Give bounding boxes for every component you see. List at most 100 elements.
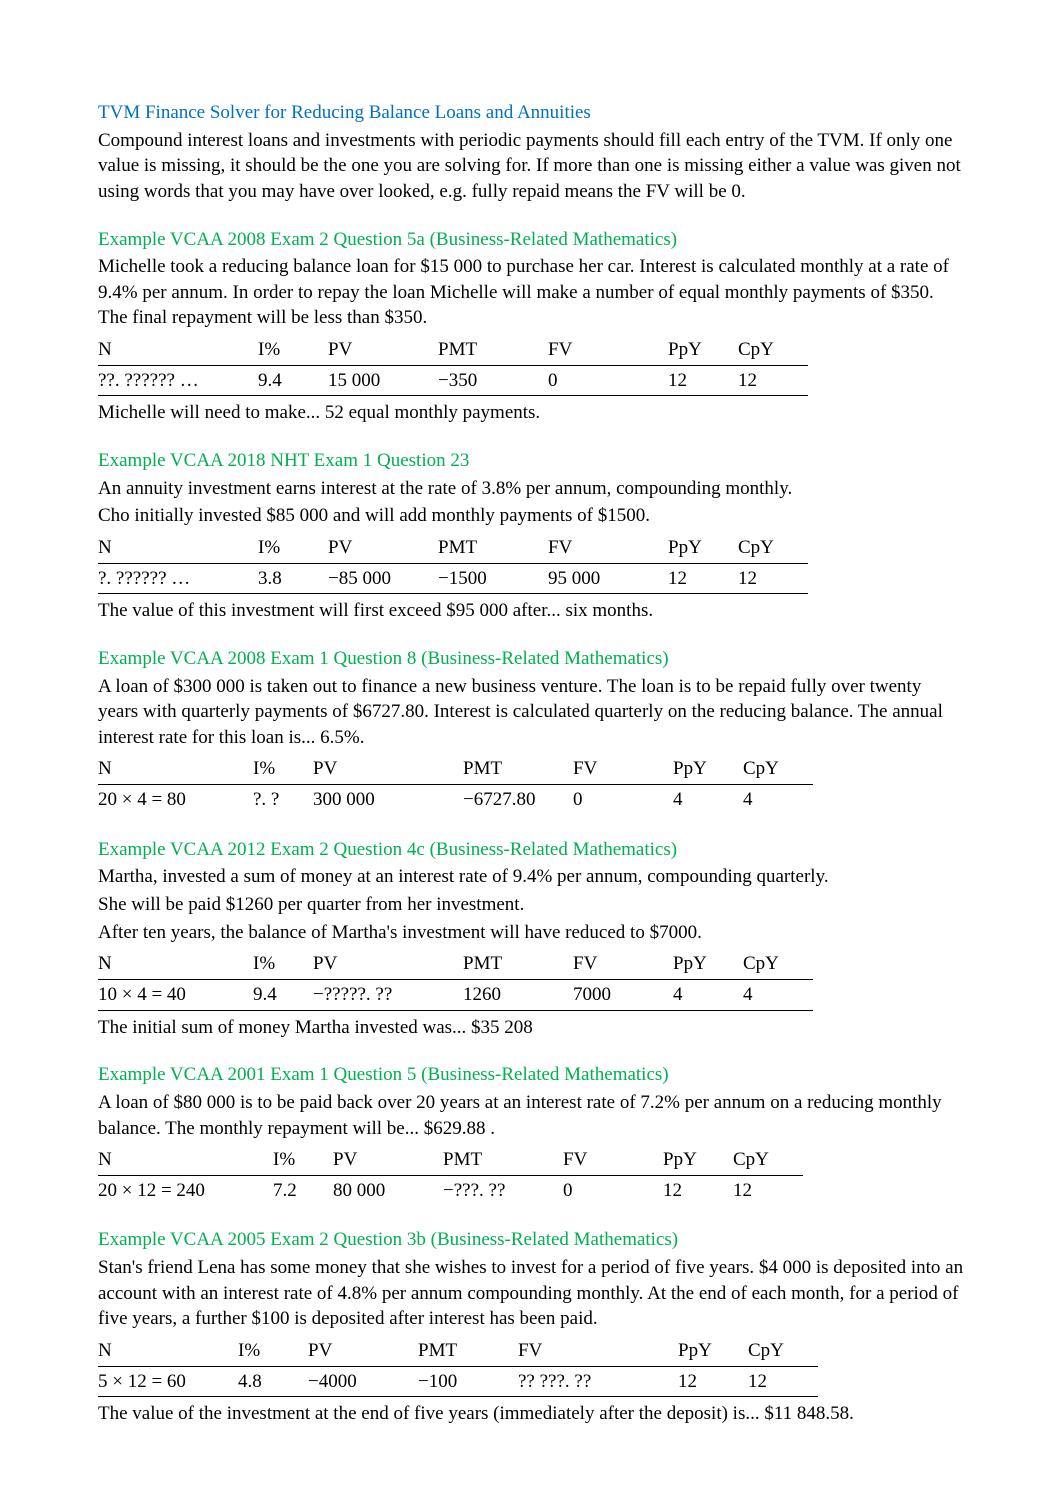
cell-ppy: 4 [673,979,743,1010]
table-header-row: N I% PV PMT FV PpY CpY [98,754,813,784]
col-fv: FV [518,1336,678,1366]
col-n: N [98,949,253,979]
col-i: I% [258,533,328,563]
cell-pv: 80 000 [333,1175,443,1205]
cell-i: 7.2 [273,1175,333,1205]
cell-cpy: 4 [743,979,813,1010]
cell-pmt: −100 [418,1366,518,1397]
table-header-row: N I% PV PMT FV PpY CpY [98,1336,818,1366]
example-5-body: A loan of $80 000 is to be paid back ove… [98,1090,964,1141]
example-6-table: N I% PV PMT FV PpY CpY 5 × 12 = 60 4.8 −… [98,1336,818,1397]
cell-pv: 300 000 [313,785,463,815]
cell-cpy: 12 [733,1175,803,1205]
col-pv: PV [313,754,463,784]
col-cpy: CpY [733,1145,803,1175]
example-2-body1: An annuity investment earns interest at … [98,476,964,502]
table-header-row: N I% PV PMT FV PpY CpY [98,533,808,563]
example-4-body3: After ten years, the balance of Martha's… [98,920,964,946]
col-pv: PV [328,533,438,563]
example-6: Example VCAA 2005 Exam 2 Question 3b (Bu… [98,1227,964,1426]
table-data-row: 10 × 4 = 40 9.4 −?????. ?? 1260 7000 4 4 [98,979,813,1010]
example-4-answer: The initial sum of money Martha invested… [98,1015,964,1041]
cell-n: 5 × 12 = 60 [98,1366,238,1397]
col-ppy: PpY [673,949,743,979]
cell-ppy: 12 [668,563,738,594]
cell-cpy: 12 [738,563,808,594]
col-fv: FV [573,949,673,979]
cell-cpy: 12 [738,365,808,396]
col-n: N [98,1336,238,1366]
example-4: Example VCAA 2012 Exam 2 Question 4c (Bu… [98,837,964,1040]
col-cpy: CpY [738,335,808,365]
cell-i: ?. ? [253,785,313,815]
cell-pv: −?????. ?? [313,979,463,1010]
cell-fv: 0 [573,785,673,815]
col-ppy: PpY [673,754,743,784]
col-pv: PV [328,335,438,365]
col-i: I% [273,1145,333,1175]
col-n: N [98,754,253,784]
example-2: Example VCAA 2018 NHT Exam 1 Question 23… [98,448,964,624]
cell-fv: 7000 [573,979,673,1010]
example-3-title: Example VCAA 2008 Exam 1 Question 8 (Bus… [98,646,964,672]
cell-n: 20 × 4 = 80 [98,785,253,815]
cell-pmt: 1260 [463,979,573,1010]
cell-cpy: 12 [748,1366,818,1397]
col-fv: FV [573,754,673,784]
cell-ppy: 12 [668,365,738,396]
col-fv: FV [548,335,668,365]
example-4-body1: Martha, invested a sum of money at an in… [98,864,964,890]
example-2-answer: The value of this investment will first … [98,598,964,624]
cell-n: ?. ?????? … [98,563,258,594]
col-pmt: PMT [438,335,548,365]
cell-i: 3.8 [258,563,328,594]
table-data-row: ?. ?????? … 3.8 −85 000 −1500 95 000 12 … [98,563,808,594]
example-1-title: Example VCAA 2008 Exam 2 Question 5a (Bu… [98,227,964,253]
example-1-table: N I% PV PMT FV PpY CpY ??. ?????? … 9.4 … [98,335,808,396]
cell-pmt: −1500 [438,563,548,594]
col-n: N [98,335,258,365]
cell-i: 9.4 [253,979,313,1010]
col-n: N [98,533,258,563]
example-2-body2: Cho initially invested $85 000 and will … [98,503,964,529]
table-header-row: N I% PV PMT FV PpY CpY [98,335,808,365]
col-pmt: PMT [463,949,573,979]
col-ppy: PpY [678,1336,748,1366]
cell-fv: 95 000 [548,563,668,594]
intro-section: TVM Finance Solver for Reducing Balance … [98,100,964,205]
col-i: I% [238,1336,308,1366]
col-cpy: CpY [743,754,813,784]
cell-fv: 0 [548,365,668,396]
cell-n: 10 × 4 = 40 [98,979,253,1010]
cell-i: 4.8 [238,1366,308,1397]
table-data-row: 5 × 12 = 60 4.8 −4000 −100 ?? ???. ?? 12… [98,1366,818,1397]
table-data-row: 20 × 4 = 80 ?. ? 300 000 −6727.80 0 4 4 [98,785,813,815]
col-ppy: PpY [663,1145,733,1175]
cell-ppy: 12 [663,1175,733,1205]
col-pmt: PMT [443,1145,563,1175]
col-pmt: PMT [418,1336,518,1366]
example-3-table: N I% PV PMT FV PpY CpY 20 × 4 = 80 ?. ? … [98,754,813,814]
example-5-title: Example VCAA 2001 Exam 1 Question 5 (Bus… [98,1062,964,1088]
table-data-row: 20 × 12 = 240 7.2 80 000 −???. ?? 0 12 1… [98,1175,803,1205]
cell-fv: 0 [563,1175,663,1205]
col-pmt: PMT [463,754,573,784]
cell-cpy: 4 [743,785,813,815]
example-6-answer: The value of the investment at the end o… [98,1401,964,1427]
col-n: N [98,1145,273,1175]
col-cpy: CpY [748,1336,818,1366]
cell-pv: −85 000 [328,563,438,594]
col-pv: PV [333,1145,443,1175]
cell-ppy: 4 [673,785,743,815]
cell-n: ??. ?????? … [98,365,258,396]
col-ppy: PpY [668,335,738,365]
col-fv: FV [563,1145,663,1175]
example-5-table: N I% PV PMT FV PpY CpY 20 × 12 = 240 7.2… [98,1145,803,1205]
cell-fv: ?? ???. ?? [518,1366,678,1397]
col-cpy: CpY [738,533,808,563]
example-5: Example VCAA 2001 Exam 1 Question 5 (Bus… [98,1062,964,1205]
col-i: I% [253,949,313,979]
cell-ppy: 12 [678,1366,748,1397]
col-cpy: CpY [743,949,813,979]
intro-body: Compound interest loans and investments … [98,128,964,205]
